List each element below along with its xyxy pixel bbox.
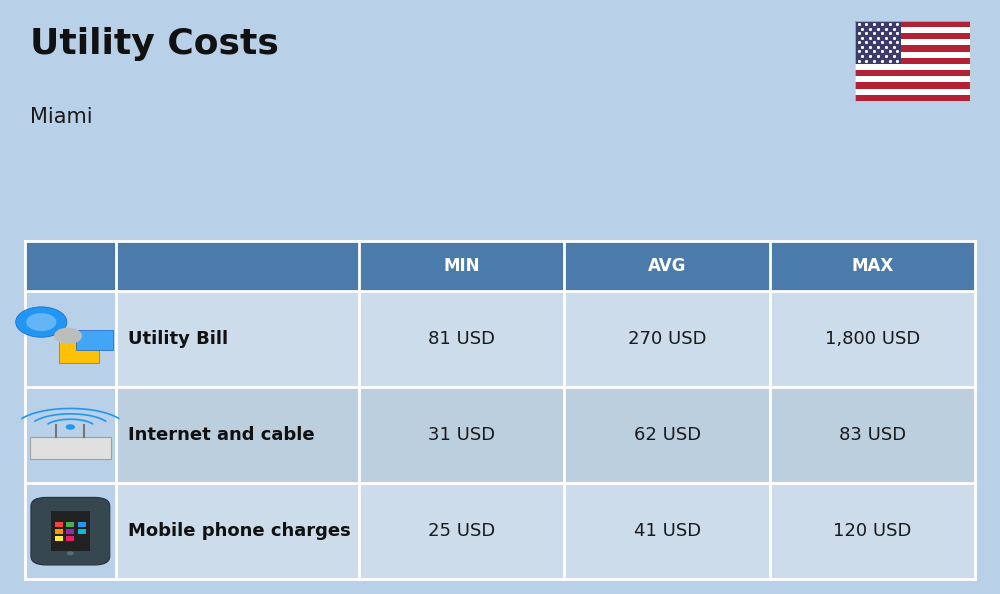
Text: Internet and cable: Internet and cable xyxy=(128,426,314,444)
Bar xyxy=(855,33,970,39)
Bar xyxy=(855,21,901,64)
Text: Utility Bill: Utility Bill xyxy=(128,330,228,348)
Bar xyxy=(116,241,359,292)
Text: 1,800 USD: 1,800 USD xyxy=(825,330,920,348)
Circle shape xyxy=(66,424,75,429)
Bar xyxy=(66,529,74,533)
Bar xyxy=(359,241,564,292)
Bar xyxy=(770,241,975,292)
Bar xyxy=(30,437,111,459)
Bar xyxy=(55,536,63,541)
Bar xyxy=(25,387,116,484)
Bar xyxy=(59,337,99,364)
Bar xyxy=(66,536,74,541)
Text: 62 USD: 62 USD xyxy=(634,426,701,444)
Bar xyxy=(25,484,975,579)
Text: 25 USD: 25 USD xyxy=(428,522,495,540)
Text: AVG: AVG xyxy=(648,257,686,275)
Text: 31 USD: 31 USD xyxy=(428,426,495,444)
Circle shape xyxy=(54,327,82,344)
Bar xyxy=(66,522,74,527)
Text: 81 USD: 81 USD xyxy=(428,330,495,348)
Bar xyxy=(855,70,970,76)
Bar xyxy=(25,241,116,292)
Bar xyxy=(855,46,970,52)
Bar xyxy=(25,292,975,387)
Text: 83 USD: 83 USD xyxy=(839,426,906,444)
Bar xyxy=(78,522,86,527)
Text: MAX: MAX xyxy=(851,257,893,275)
Bar xyxy=(55,522,63,527)
Bar xyxy=(25,387,975,484)
Bar xyxy=(855,21,970,101)
Text: MIN: MIN xyxy=(444,257,480,275)
Text: Miami: Miami xyxy=(30,107,93,127)
Circle shape xyxy=(16,307,67,337)
Bar xyxy=(855,21,970,101)
Text: 270 USD: 270 USD xyxy=(628,330,706,348)
Text: 41 USD: 41 USD xyxy=(634,522,701,540)
Bar xyxy=(51,511,90,551)
Text: 120 USD: 120 USD xyxy=(833,522,912,540)
Bar xyxy=(78,529,86,533)
Circle shape xyxy=(26,313,56,331)
Text: Utility Costs: Utility Costs xyxy=(30,27,279,61)
Circle shape xyxy=(67,551,74,555)
Bar xyxy=(855,83,970,89)
Bar xyxy=(25,292,116,387)
Bar xyxy=(855,58,970,64)
Bar xyxy=(25,484,116,579)
Bar xyxy=(855,95,970,101)
Text: Mobile phone charges: Mobile phone charges xyxy=(128,522,350,540)
Bar xyxy=(55,529,63,533)
FancyBboxPatch shape xyxy=(31,497,110,565)
Bar xyxy=(564,241,770,292)
Bar xyxy=(855,21,970,27)
Bar xyxy=(76,330,113,350)
